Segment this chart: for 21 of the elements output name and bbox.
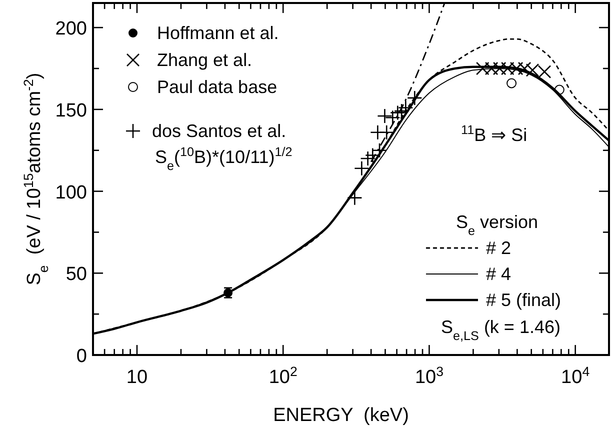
y-tick-label: 50 xyxy=(66,264,87,286)
x-tick-label: 10$^{2}$ xyxy=(268,364,298,388)
x-tick-label: 10$^{4}$ xyxy=(561,364,590,388)
x-axis-title: ENERGY (keV) xyxy=(273,405,409,426)
y-tick-label: 0 xyxy=(76,346,87,367)
x-tick-label: 10$^{3}$ xyxy=(414,364,444,388)
legend-label: Paul data base xyxy=(157,77,278,97)
legend-label: Zhang et al. xyxy=(157,50,252,70)
y-tick-label: 150 xyxy=(55,100,87,122)
legend-label: # 4 xyxy=(486,264,512,284)
annotation: S$_{e}$($^{10}$B)*(10/11)$^{1/2}$ xyxy=(155,145,292,173)
annotation: $^{11}$B ⇒ Si xyxy=(461,123,528,145)
y-tick-label: 200 xyxy=(55,18,87,40)
y-tick-label: 100 xyxy=(55,182,87,204)
legend-label: # 2 xyxy=(486,238,512,258)
x-tick-label: 10 xyxy=(126,367,148,388)
legend-label: # 5 (final) xyxy=(486,290,562,310)
legend-label: Hoffmann et al. xyxy=(157,23,279,43)
legend-label: dos Santos et al. xyxy=(152,121,286,141)
annotation: S$_{e,LS}$ (k = 1.46) xyxy=(441,317,560,343)
legend-title: S$_{e}$ version xyxy=(456,212,538,238)
